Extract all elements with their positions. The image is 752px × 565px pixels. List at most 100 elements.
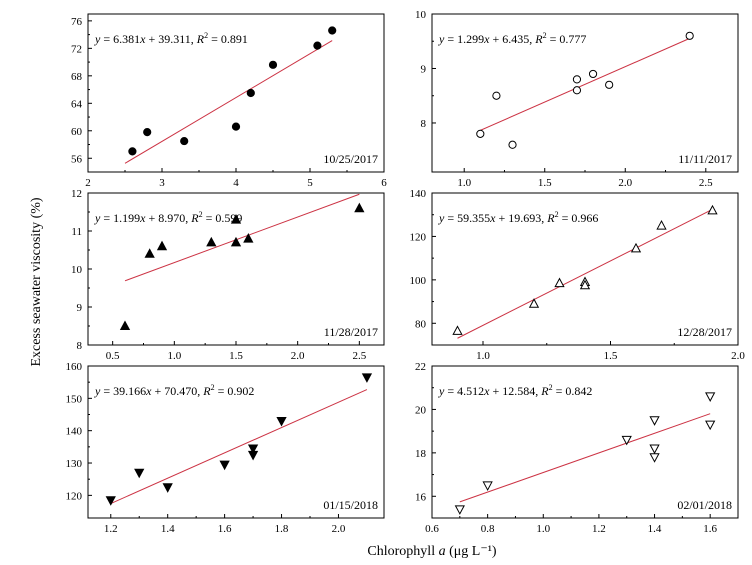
y-axis-label: Excess seawater viscosity (%) [29, 197, 44, 366]
y-tick-label: 76 [71, 16, 83, 28]
x-tick-label: 0.8 [481, 523, 495, 535]
chart-panel-3: 0.5 1.0 1.5 2.0 2.5 8 9 10 11 12 y = 1.199x + 8.97… [71, 188, 385, 362]
regression-equation: y = 1.299x + 6.435, R2 = 0.777 [438, 31, 586, 46]
x-tick-label: 1.2 [104, 523, 118, 535]
x-tick-label: 1.0 [457, 177, 471, 189]
data-point [630, 242, 642, 253]
data-point [361, 373, 373, 383]
data-point [246, 88, 255, 98]
data-point [572, 75, 582, 84]
equation-r: R [540, 384, 549, 398]
y-tick-label: 8 [421, 118, 427, 130]
data-point [134, 468, 145, 479]
x-tick-label: 1.6 [703, 523, 717, 535]
y-tick-label: 10 [71, 264, 83, 276]
x-tick-label: 2 [85, 177, 91, 189]
data-point [685, 31, 694, 40]
equation-r: R [534, 32, 543, 46]
chart-panel-2: 1.0 1.5 2.0 2.5 8 9 10 y = 1.299x + 6.435, R2 =… [415, 9, 739, 189]
x-tick-label: 6 [381, 177, 387, 189]
data-point [528, 298, 540, 308]
equation-rest: + 12.584, [489, 384, 541, 398]
equation-rest: + 19.693, [495, 211, 547, 225]
y-tick-label: 140 [66, 426, 83, 438]
data-point [705, 420, 716, 431]
x-tick-label: 1.6 [218, 523, 232, 535]
data-point [143, 128, 152, 137]
x-tick-label: 1.5 [229, 350, 243, 362]
data-point [579, 279, 591, 290]
y-tick-label: 60 [71, 126, 83, 138]
equation-y: y [94, 32, 101, 46]
y-tick-label: 150 [66, 393, 83, 405]
data-point [128, 147, 137, 156]
data-point [476, 129, 485, 138]
x-axis-label-unit: (μg L⁻¹) [446, 544, 497, 559]
equation-val: = 0.777 [547, 32, 587, 46]
date-label: 01/15/2018 [323, 498, 378, 512]
x-tick-label: 0.5 [106, 350, 120, 362]
equation-mid: = 59.355 [444, 211, 490, 225]
y-tick-label: 11 [71, 226, 82, 238]
data-point [482, 481, 493, 491]
x-tick-label: 2.0 [332, 523, 346, 535]
regression-equation: y = 4.512x + 12.584, R2 = 0.842 [438, 383, 592, 398]
x-axis-label-italic: a [439, 544, 446, 559]
x-tick-label: 1.8 [275, 523, 289, 535]
regression-equation: y = 39.166x + 70.470, R2 = 0.902 [94, 383, 254, 398]
equation-x: x [145, 384, 152, 398]
data-point [230, 236, 242, 247]
y-tick-label: 9 [421, 63, 427, 75]
equation-rest: + 6.435, [489, 32, 535, 46]
data-point [156, 240, 168, 251]
date-label: 10/25/2017 [323, 152, 378, 166]
y-tick-label: 68 [71, 71, 83, 83]
data-point [649, 416, 660, 426]
equation-two: 2 [555, 210, 559, 219]
data-point [247, 444, 259, 455]
fit-line [110, 389, 368, 505]
equation-two: 2 [549, 383, 553, 392]
data-point [206, 236, 217, 247]
regression-equation: y = 6.381x + 39.311, R2 = 0.891 [94, 31, 248, 46]
equation-rest: + 8.970, [145, 211, 191, 225]
data-point [328, 26, 337, 35]
date-label: 12/28/2017 [677, 325, 732, 339]
x-tick-label: 1.2 [592, 523, 606, 535]
plot-frame [431, 192, 739, 346]
x-tick-label: 1.5 [604, 350, 618, 362]
data-point [492, 91, 501, 100]
x-tick-label: 2.0 [731, 350, 745, 362]
x-tick-label: 0.6 [425, 523, 439, 535]
equation-val: = 0.599 [203, 211, 243, 225]
y-tick-label: 22 [415, 361, 426, 373]
data-point [572, 86, 582, 95]
data-point [180, 136, 189, 146]
fit-line [124, 193, 360, 282]
equation-mid: = 6.381 [100, 32, 140, 46]
x-tick-label: 2.5 [352, 350, 366, 362]
x-tick-label: 2.0 [291, 350, 305, 362]
equation-y: y [94, 384, 101, 398]
data-point [243, 233, 254, 243]
data-point [268, 60, 278, 69]
y-tick-label: 100 [410, 275, 427, 287]
x-tick-label: 2.5 [699, 177, 713, 189]
x-tick-label: 3 [159, 177, 165, 189]
equation-mid: = 39.166 [100, 384, 146, 398]
data-point [649, 453, 660, 463]
chart-panel-5: 1.2 1.4 1.6 1.8 2.0 120 130 140 150 160 y = 39.166… [66, 361, 385, 535]
equation-x: x [139, 211, 146, 225]
equation-two: 2 [199, 210, 203, 219]
y-tick-label: 56 [71, 153, 83, 165]
date-label: 11/11/2017 [678, 152, 732, 166]
equation-x: x [483, 32, 490, 46]
y-tick-label: 12 [71, 188, 82, 200]
equation-rest: + 70.470, [151, 384, 203, 398]
equation-x: x [139, 32, 146, 46]
x-tick-label: 4 [233, 177, 239, 189]
x-tick-label: 1.0 [536, 523, 550, 535]
